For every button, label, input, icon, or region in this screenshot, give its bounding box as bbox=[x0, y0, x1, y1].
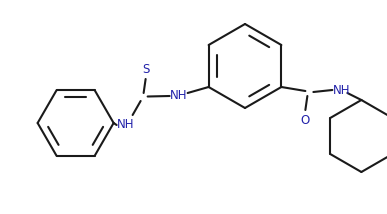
Text: O: O bbox=[301, 113, 310, 126]
Text: NH: NH bbox=[117, 119, 134, 131]
Text: S: S bbox=[142, 62, 149, 76]
Text: NH: NH bbox=[170, 89, 187, 101]
Text: NH: NH bbox=[332, 83, 350, 97]
